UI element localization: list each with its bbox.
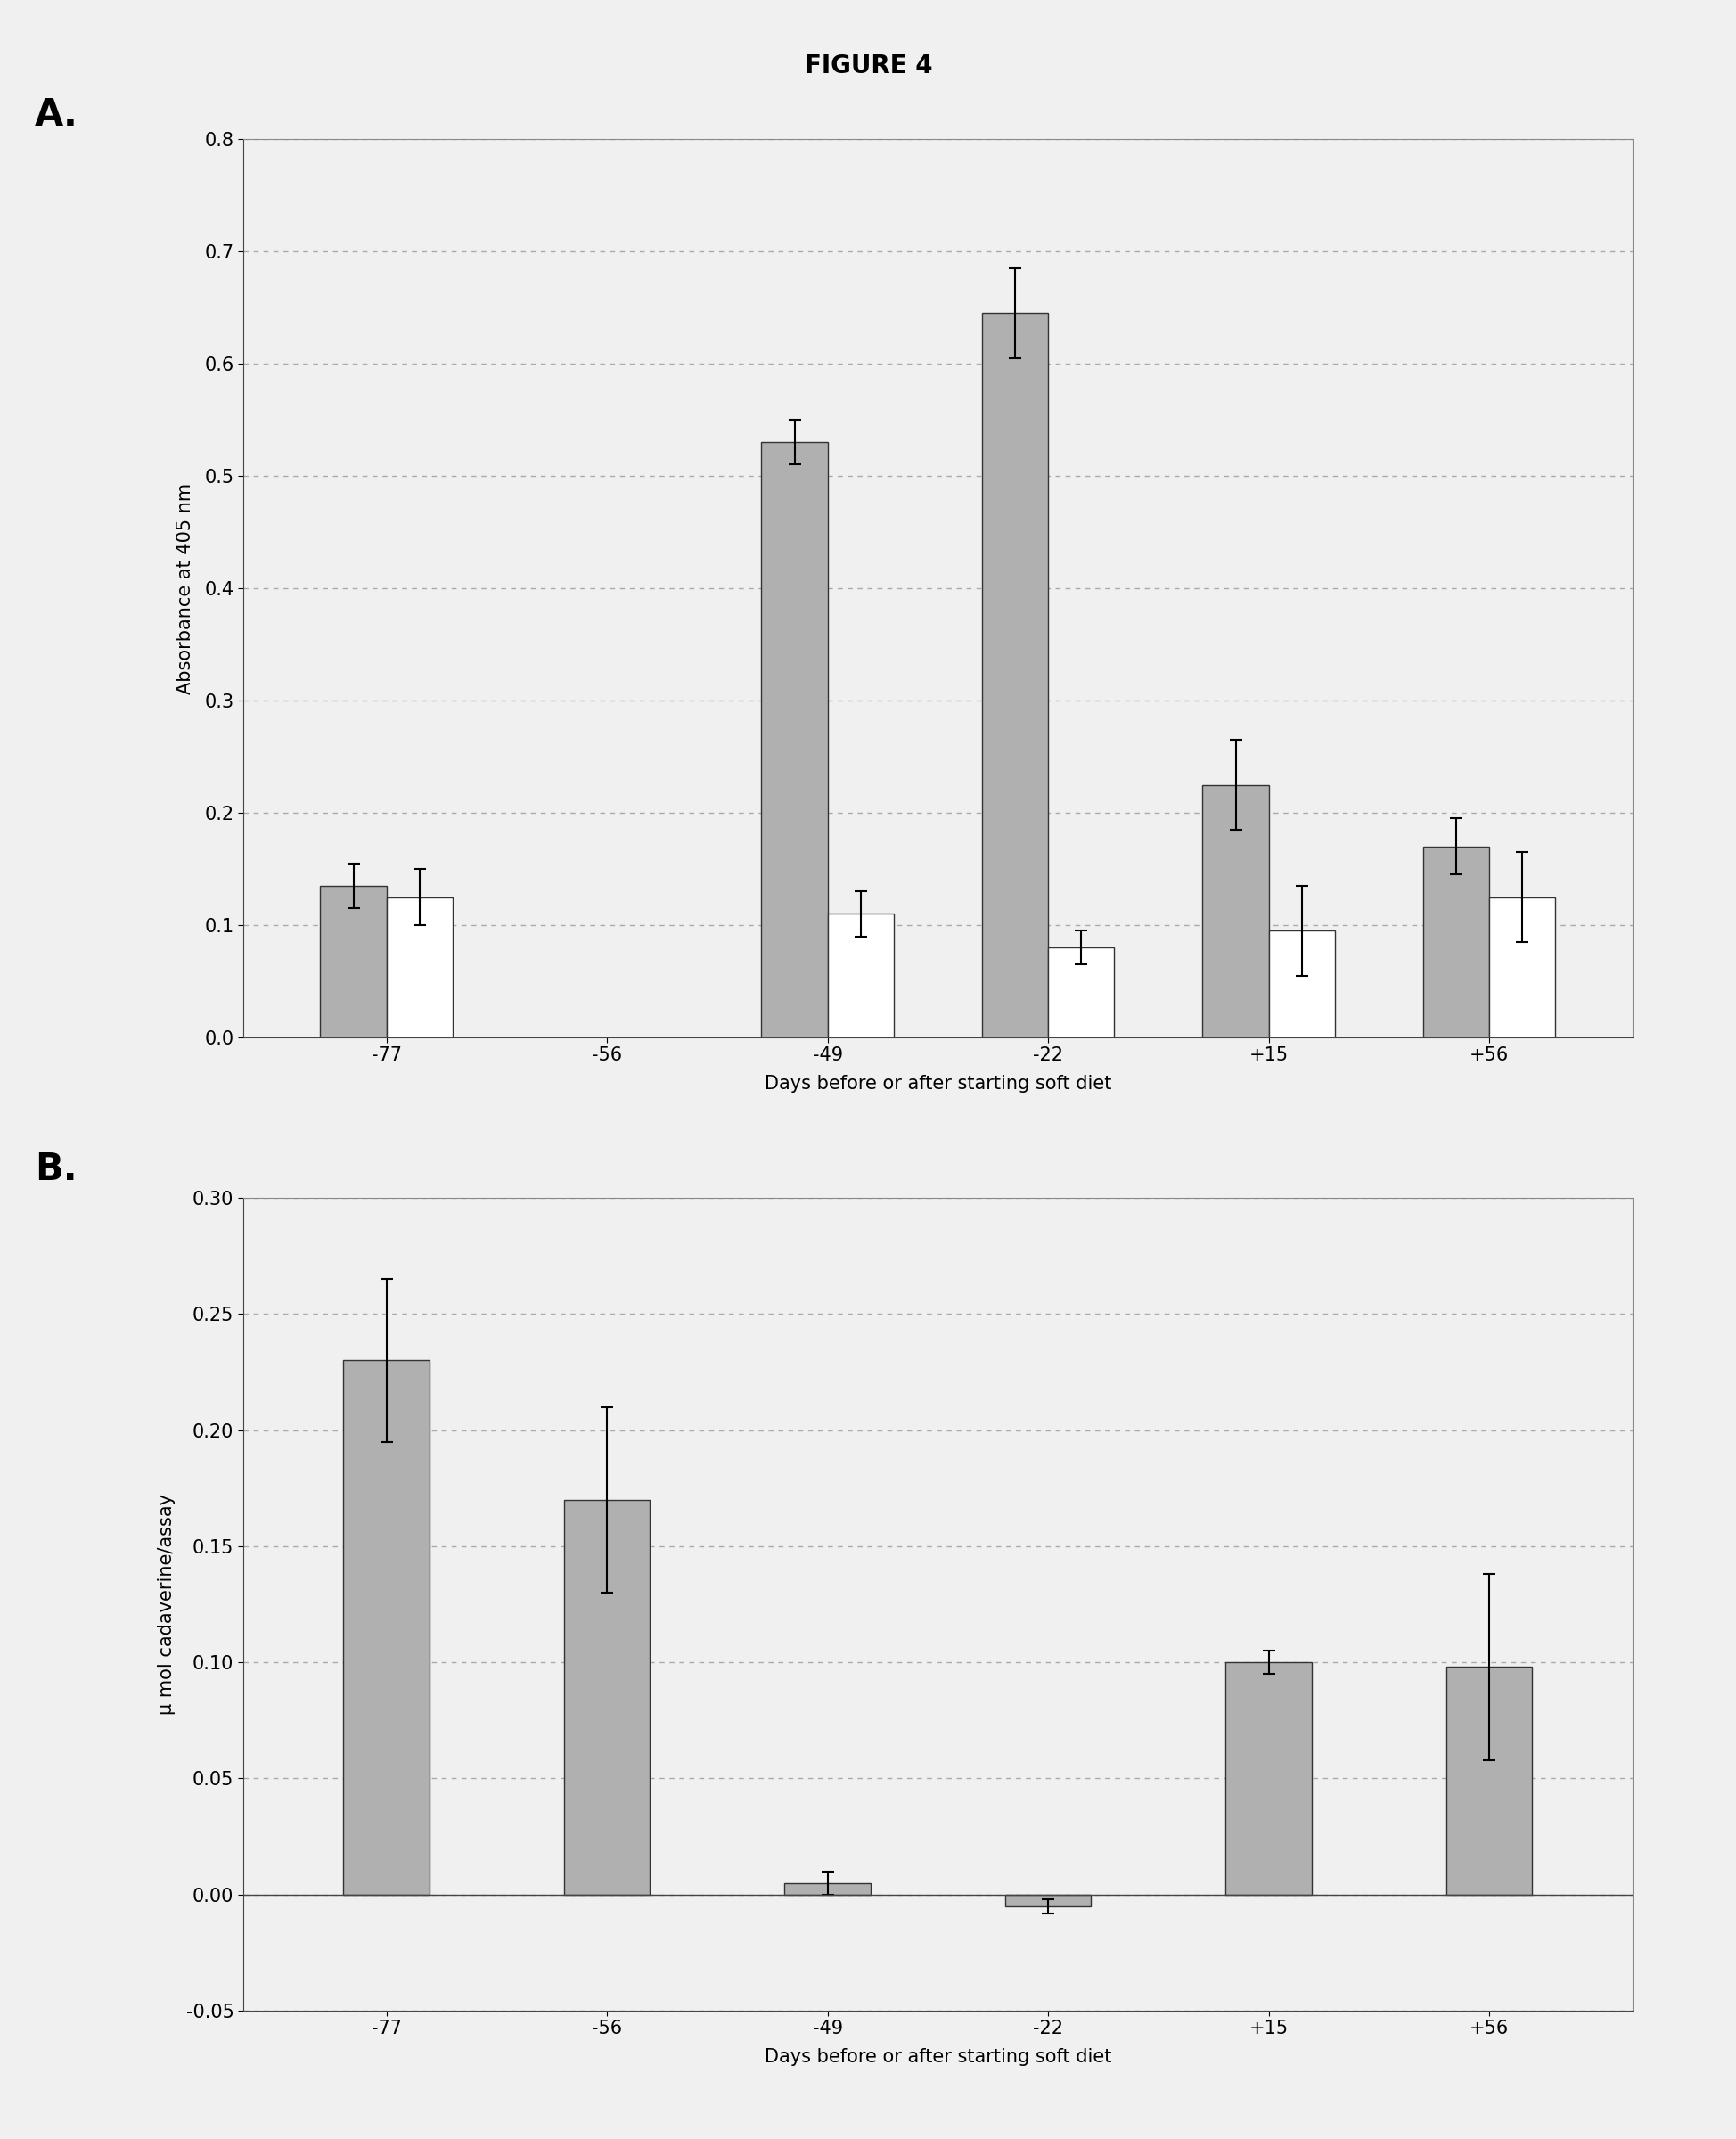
Bar bbox=[828, 913, 894, 1037]
Y-axis label: Absorbance at 405 nm: Absorbance at 405 nm bbox=[177, 483, 194, 693]
Text: FIGURE 4: FIGURE 4 bbox=[804, 53, 932, 79]
Bar bbox=[785, 1882, 870, 1895]
X-axis label: Days before or after starting soft diet: Days before or after starting soft diet bbox=[764, 1074, 1111, 1093]
Bar bbox=[1422, 847, 1488, 1037]
Y-axis label: μ mol cadaverine/assay: μ mol cadaverine/assay bbox=[158, 1493, 175, 1715]
Bar bbox=[1267, 930, 1335, 1037]
X-axis label: Days before or after starting soft diet: Days before or after starting soft diet bbox=[764, 2047, 1111, 2066]
Bar bbox=[387, 896, 453, 1037]
Bar bbox=[1446, 1666, 1531, 1895]
Bar bbox=[981, 312, 1047, 1037]
Bar bbox=[1488, 896, 1555, 1037]
Text: A.: A. bbox=[35, 96, 78, 133]
Bar bbox=[1047, 948, 1115, 1037]
Bar bbox=[344, 1360, 429, 1895]
Bar bbox=[1201, 785, 1267, 1037]
Bar bbox=[1226, 1662, 1311, 1895]
Bar bbox=[564, 1499, 649, 1895]
Text: B.: B. bbox=[35, 1151, 76, 1189]
Bar bbox=[1005, 1895, 1090, 1906]
Bar bbox=[319, 886, 387, 1037]
Bar bbox=[760, 443, 828, 1037]
